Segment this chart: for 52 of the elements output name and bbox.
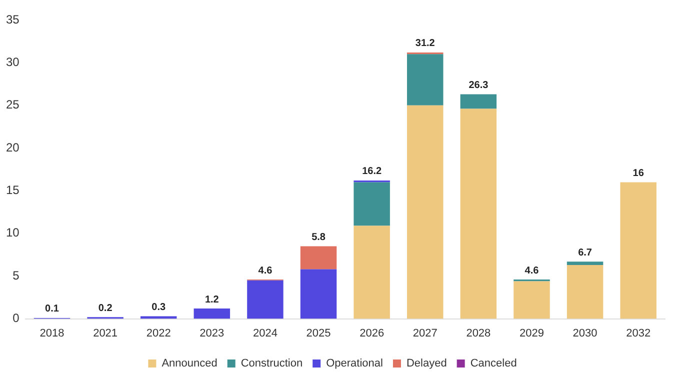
annotation: 26.3 [468, 80, 489, 92]
x-tick-label: 2018 [40, 327, 64, 340]
x-tick-label: 2030 [572, 327, 598, 340]
bar [620, 182, 656, 319]
bar [460, 94, 497, 109]
bar [140, 316, 177, 319]
legend-label: Operational [326, 358, 383, 370]
y-tick-label: 25 [6, 98, 20, 112]
bar [300, 269, 337, 319]
bar [566, 262, 604, 266]
bar [514, 281, 550, 319]
y-tick-label: 15 [6, 183, 20, 198]
annotation: 16.2 [362, 166, 382, 178]
y-tick-label: 20 [6, 140, 20, 154]
x-tick-label: 2025 [306, 327, 331, 340]
x-tick-label: 2023 [200, 327, 224, 340]
annotation: 0.2 [98, 302, 113, 314]
legend-label: Construction [240, 358, 303, 370]
bar [407, 105, 444, 319]
annotation: 5.8 [312, 232, 326, 243]
annotation: 6.7 [578, 247, 592, 258]
x-tick-label: 2027 [412, 327, 438, 340]
bar [247, 280, 284, 319]
x-tick-label: 2021 [93, 327, 118, 340]
bar [354, 182, 390, 226]
annotation: 4.6 [524, 265, 540, 276]
annotation: 0.3 [152, 302, 166, 313]
x-tick-label: 2026 [360, 327, 384, 340]
y-tick-label: 0 [12, 311, 20, 326]
annotation: 31.2 [415, 38, 436, 50]
y-tick-label: 5 [12, 268, 20, 282]
x-tick-label: 2029 [519, 327, 544, 340]
annotation: 4.6 [258, 265, 273, 276]
annotation: 1.2 [204, 294, 220, 306]
y-tick-label: 30 [6, 55, 20, 69]
legend-label: Canceled [470, 358, 517, 370]
bar [460, 108, 497, 319]
x-tick-label: 2022 [146, 327, 171, 340]
x-tick-label: 2028 [466, 327, 491, 340]
bar [300, 246, 337, 270]
legend-label: Announced [162, 358, 218, 370]
x-tick-label: 2032 [626, 327, 651, 340]
y-tick-label: 10 [6, 226, 20, 240]
bar [354, 226, 390, 319]
y-tick-label: 35 [6, 12, 20, 26]
legend-label: Delayed [406, 358, 447, 370]
annotation: 16 [632, 168, 644, 179]
x-tick-label: 2024 [252, 327, 278, 340]
annotation: 0.1 [45, 304, 60, 315]
bar [566, 265, 604, 319]
bar [194, 308, 230, 319]
bar [407, 54, 444, 106]
